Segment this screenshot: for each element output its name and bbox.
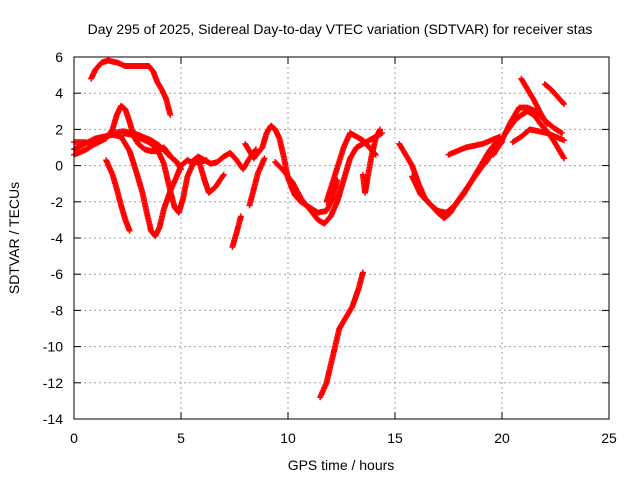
series-points bbox=[509, 126, 568, 146]
series-high-22b bbox=[541, 81, 568, 108]
series-points bbox=[246, 155, 268, 209]
series-mid-cluster bbox=[188, 146, 259, 173]
x-tick-label: 5 bbox=[177, 430, 185, 446]
series-top-arc bbox=[88, 57, 174, 118]
x-tick-label: 15 bbox=[387, 430, 403, 446]
x-tick-label: 0 bbox=[70, 430, 78, 446]
series-band-21 bbox=[509, 126, 568, 146]
x-tick-label: 20 bbox=[494, 430, 510, 446]
series-short-7 bbox=[229, 213, 244, 251]
x-axis-ticks: 0 5 10 15 20 25 bbox=[70, 57, 617, 446]
series-points bbox=[445, 133, 503, 158]
y-tick-label: 4 bbox=[55, 85, 63, 101]
y-axis-label: SDTVAR / TECUs bbox=[6, 182, 22, 294]
series-points bbox=[103, 157, 133, 234]
y-axis-ticks: -14 -12 -10 -8 -6 -4 -2 0 2 4 6 bbox=[43, 49, 609, 427]
series-points bbox=[541, 81, 568, 108]
y-tick-label: -12 bbox=[43, 375, 63, 391]
series-points bbox=[317, 269, 366, 401]
series-points bbox=[359, 126, 384, 196]
series-points bbox=[197, 162, 227, 196]
y-tick-label: -2 bbox=[51, 194, 64, 210]
series-points bbox=[323, 130, 379, 205]
series-drop-12 bbox=[317, 269, 366, 401]
y-tick-label: 0 bbox=[55, 158, 63, 174]
series-points bbox=[229, 213, 244, 251]
series-dip-6 bbox=[197, 162, 227, 196]
y-tick-label: -4 bbox=[51, 230, 64, 246]
y-tick-label: -6 bbox=[51, 266, 64, 282]
series-dip-a bbox=[103, 157, 133, 234]
y-tick-label: -14 bbox=[43, 411, 63, 427]
y-tick-label: 6 bbox=[55, 49, 63, 65]
series-high-22 bbox=[518, 75, 550, 127]
y-tick-label: -10 bbox=[43, 339, 63, 355]
series-rise-12 bbox=[323, 130, 379, 205]
series-spike-14 bbox=[359, 126, 384, 196]
series-short-8 bbox=[246, 155, 268, 209]
x-tick-label: 25 bbox=[601, 430, 617, 446]
series-points bbox=[88, 57, 174, 118]
series-valley-17b bbox=[409, 137, 501, 216]
grid bbox=[74, 57, 609, 419]
data-marks bbox=[71, 57, 568, 401]
y-tick-label: 2 bbox=[55, 121, 63, 137]
series-points bbox=[518, 75, 550, 127]
chart-title: Day 295 of 2025, Sidereal Day-to-day VTE… bbox=[88, 21, 593, 37]
series-points bbox=[188, 146, 259, 173]
y-tick-label: -8 bbox=[51, 302, 64, 318]
series-flat-18 bbox=[445, 133, 503, 158]
x-tick-label: 10 bbox=[280, 430, 296, 446]
series-points bbox=[409, 137, 501, 216]
x-axis-label: GPS time / hours bbox=[288, 457, 395, 473]
